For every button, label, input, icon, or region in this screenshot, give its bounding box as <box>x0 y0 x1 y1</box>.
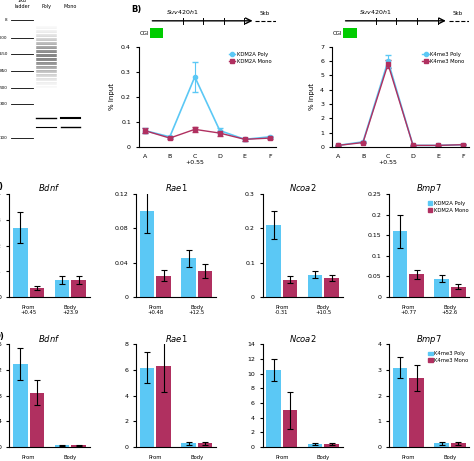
Legend: K4me3 Poly, K4me3 Mono: K4me3 Poly, K4me3 Mono <box>426 349 471 365</box>
Legend: K4me3 Poly, K4me3 Mono: K4me3 Poly, K4me3 Mono <box>420 50 466 66</box>
Bar <box>325 444 339 447</box>
Title: $\it{Ncoa2}$: $\it{Ncoa2}$ <box>289 183 317 194</box>
Text: 3000: 3000 <box>0 36 8 40</box>
Y-axis label: % Input: % Input <box>309 83 315 110</box>
Bar <box>434 443 449 447</box>
Bar <box>198 443 212 447</box>
Text: $\it{Suv420h1}$: $\it{Suv420h1}$ <box>359 8 392 16</box>
Bar <box>434 278 449 297</box>
Bar <box>451 287 465 297</box>
Text: $\it{Suv420h1}$: $\it{Suv420h1}$ <box>166 8 199 16</box>
Bar <box>30 393 45 447</box>
FancyBboxPatch shape <box>343 28 356 38</box>
Text: CGI: CGI <box>140 30 149 35</box>
Text: 300: 300 <box>0 102 8 106</box>
Bar <box>393 231 407 297</box>
Bar <box>30 288 45 297</box>
Bar <box>156 276 171 297</box>
Text: 850: 850 <box>0 69 8 73</box>
Title: $\it{Rae1}$: $\it{Rae1}$ <box>165 333 187 343</box>
Text: C): C) <box>0 182 3 191</box>
Bar <box>283 280 298 297</box>
Text: 5kb: 5kb <box>260 12 270 16</box>
Title: $\it{Bdnf}$: $\it{Bdnf}$ <box>38 333 61 343</box>
Y-axis label: % Input: % Input <box>109 83 116 110</box>
Text: CGI: CGI <box>333 30 343 35</box>
Text: 1650: 1650 <box>0 52 8 56</box>
Legend: KDM2A Poly, KDM2A Mono: KDM2A Poly, KDM2A Mono <box>426 199 471 215</box>
Title: $\it{Bmp7}$: $\it{Bmp7}$ <box>416 333 442 346</box>
Text: B): B) <box>132 6 142 14</box>
Text: 100: 100 <box>0 136 8 140</box>
Bar <box>393 367 407 447</box>
Bar <box>72 445 86 447</box>
Bar <box>325 278 339 297</box>
Bar <box>266 370 281 447</box>
Text: Poly: Poly <box>41 4 51 8</box>
Text: 500: 500 <box>0 86 8 90</box>
Bar <box>72 280 86 297</box>
Text: Mono: Mono <box>64 4 77 8</box>
Title: $\it{Bdnf}$: $\it{Bdnf}$ <box>38 183 61 194</box>
Bar <box>451 443 465 447</box>
Legend: KDM2A Poly, KDM2A Mono: KDM2A Poly, KDM2A Mono <box>227 50 273 66</box>
Bar <box>283 410 298 447</box>
Bar <box>410 378 424 447</box>
Bar <box>410 274 424 297</box>
Text: 5kb: 5kb <box>453 12 463 16</box>
Bar <box>140 211 154 297</box>
Title: $\it{Ncoa2}$: $\it{Ncoa2}$ <box>289 333 317 343</box>
Bar <box>181 259 196 297</box>
Bar <box>181 443 196 447</box>
Text: 8: 8 <box>5 18 8 23</box>
Bar <box>13 228 27 297</box>
Bar <box>308 275 322 297</box>
Bar <box>140 367 154 447</box>
Bar <box>198 272 212 297</box>
Bar <box>156 366 171 447</box>
Text: D): D) <box>0 332 4 341</box>
Bar <box>266 225 281 297</box>
Title: $\it{Rae1}$: $\it{Rae1}$ <box>165 183 187 194</box>
Bar <box>55 445 69 447</box>
Bar <box>55 280 69 297</box>
FancyBboxPatch shape <box>149 28 163 38</box>
Title: $\it{Bmp7}$: $\it{Bmp7}$ <box>416 183 442 195</box>
Bar <box>13 364 27 447</box>
Bar <box>308 444 322 447</box>
Text: 1kb
ladder: 1kb ladder <box>14 0 30 8</box>
